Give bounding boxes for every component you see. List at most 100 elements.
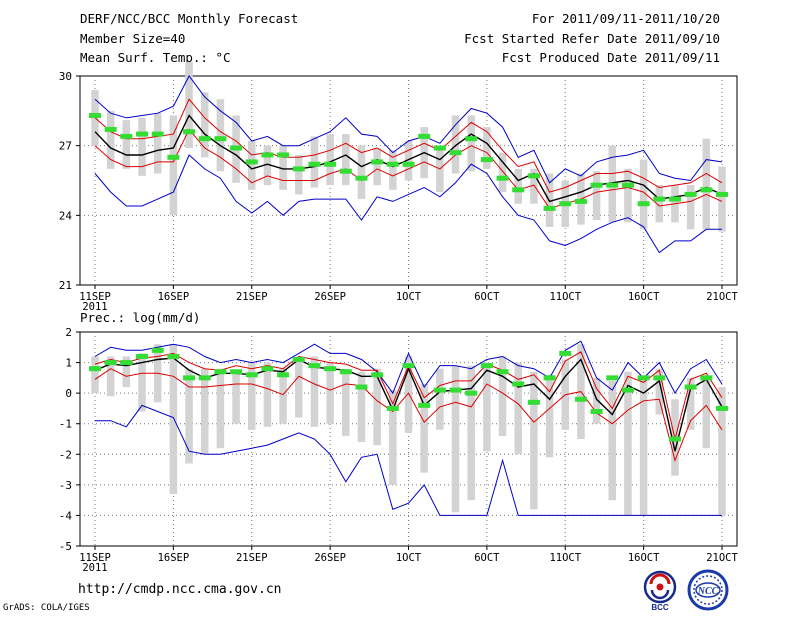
temp-range-box <box>169 115 178 216</box>
temp-range-box <box>185 62 193 148</box>
prec-ytick-label: -1 <box>59 418 72 431</box>
temp-marker <box>606 182 619 188</box>
temp-range-box <box>592 171 601 220</box>
temp-marker <box>167 154 180 160</box>
temp-range-box <box>702 138 711 230</box>
temp-line-spread_lower <box>94 128 723 209</box>
prec-marker <box>214 369 227 375</box>
temp-marker <box>653 196 666 202</box>
temp-marker <box>308 161 321 167</box>
prec-marker <box>527 399 540 405</box>
prec-range-box <box>326 362 334 424</box>
temp-xtick-label: 1OCT <box>396 291 422 303</box>
prec-range-box <box>200 368 209 455</box>
temp-line-ensemble_mean <box>94 114 723 203</box>
prec-marker <box>512 381 525 387</box>
prec-range-box <box>467 365 475 501</box>
prec-range-box <box>295 359 303 418</box>
prec-range-box <box>310 356 319 427</box>
prec-range-box <box>373 368 381 446</box>
temp-marker <box>668 196 681 202</box>
prec-marker <box>136 353 149 359</box>
prec-xtick-label: 11OCT <box>549 552 581 564</box>
prec-range-box <box>389 390 397 485</box>
temp-range-box <box>138 117 146 176</box>
prec-marker <box>120 360 133 366</box>
prec-marker <box>480 363 493 369</box>
temp-line-max <box>94 75 723 184</box>
temp-range-box <box>483 127 491 169</box>
temp-range-box <box>357 145 366 200</box>
prec-marker <box>371 372 384 378</box>
prec-xtick-label: 26SEP <box>314 552 346 564</box>
temp-marker <box>574 198 587 204</box>
title-start-date: Fcst Started Refer Date 2011/09/10 <box>464 31 720 46</box>
temp-marker <box>621 182 634 188</box>
temp-marker <box>386 161 399 167</box>
prec-range-box <box>216 368 225 449</box>
temp-range-box <box>200 92 209 158</box>
prec-marker <box>716 405 728 411</box>
temp-marker <box>277 152 290 158</box>
temp-range-box <box>451 115 460 174</box>
prec-marker <box>198 375 211 381</box>
prec-line-spread_lower <box>94 368 723 463</box>
prec-range-box <box>263 362 272 427</box>
prec-line-ensemble_mean <box>94 357 723 452</box>
title-period: For 2011/09/11-2011/10/20 <box>531 11 720 26</box>
temp-range-box <box>106 110 115 169</box>
temp-range-box <box>686 185 695 230</box>
prec-range-box <box>185 368 193 464</box>
temp-ytick-label: 27 <box>59 140 72 153</box>
temp-xtick-year: 2011 <box>82 301 107 313</box>
prec-line-min <box>95 404 722 516</box>
ncc-logo: NCC <box>687 569 729 611</box>
prec-ytick-label: 0 <box>65 387 72 400</box>
temp-range-box <box>498 152 507 193</box>
prec-marker <box>590 408 603 414</box>
prec-ytick-label: -4 <box>59 509 73 522</box>
prec-marker <box>308 363 321 369</box>
prec-marker <box>230 369 243 375</box>
temp-marker <box>339 168 352 174</box>
prec-xtick-year: 2011 <box>82 562 107 574</box>
prec-marker <box>339 369 352 375</box>
temp-marker <box>151 131 164 137</box>
temp-xtick-label: 26SEP <box>314 291 346 303</box>
temp-marker <box>527 173 540 179</box>
prec-marker <box>637 375 650 381</box>
prec-marker <box>277 372 290 378</box>
prec-range-box <box>718 387 726 516</box>
temp-marker <box>512 187 525 193</box>
prec-marker <box>104 360 117 366</box>
temp-marker <box>261 152 274 158</box>
bcc-logo: BCC <box>643 570 677 612</box>
temp-xtick-label: 16OCT <box>628 291 660 303</box>
temp-marker <box>230 145 243 151</box>
temp-range-box <box>655 185 664 223</box>
temp-ytick-label: 24 <box>59 209 73 222</box>
temp-range-box <box>263 145 272 186</box>
prec-range-box <box>483 362 491 452</box>
prec-range-box <box>530 371 538 510</box>
temp-line-spread_upper <box>94 98 723 193</box>
prec-range-box <box>91 356 99 394</box>
temp-marker <box>355 175 368 181</box>
prec-range-box <box>608 380 617 501</box>
temp-marker <box>198 136 211 142</box>
prec-marker <box>261 366 274 372</box>
prec-range-box <box>436 368 444 430</box>
title-member-size: Member Size=40 <box>80 31 186 46</box>
prec-xtick-label: 16OCT <box>628 552 660 564</box>
prec-range-box <box>404 356 413 433</box>
temp-marker <box>245 159 258 165</box>
temp-ytick-label: 30 <box>59 70 72 83</box>
prec-range-box <box>279 368 287 424</box>
temp-marker <box>433 145 446 151</box>
temp-marker <box>324 161 337 167</box>
temp-xtick-label: 6OCT <box>474 291 500 303</box>
prec-panel-title: Prec.: log(mm/d) <box>80 310 200 325</box>
prec-range-box <box>106 356 115 397</box>
prec-range-box <box>702 377 711 449</box>
prec-xtick-label: 21SEP <box>236 552 268 564</box>
